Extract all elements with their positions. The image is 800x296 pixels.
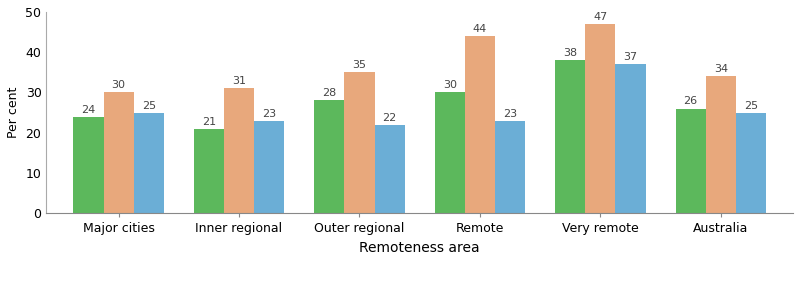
Bar — [314, 100, 345, 213]
Bar — [495, 120, 525, 213]
Text: 44: 44 — [473, 24, 487, 34]
Y-axis label: Per cent: Per cent — [7, 87, 20, 138]
Text: 21: 21 — [202, 117, 216, 127]
Bar — [374, 125, 405, 213]
Bar — [615, 64, 646, 213]
Bar — [194, 129, 224, 213]
Bar — [676, 109, 706, 213]
Bar — [465, 36, 495, 213]
Text: 25: 25 — [744, 101, 758, 110]
Bar — [736, 112, 766, 213]
Text: 23: 23 — [503, 109, 517, 119]
Text: 37: 37 — [623, 52, 638, 62]
Bar — [555, 60, 586, 213]
Bar — [434, 92, 465, 213]
Bar — [254, 120, 284, 213]
Text: 28: 28 — [322, 89, 337, 99]
Bar — [224, 89, 254, 213]
Text: 30: 30 — [443, 81, 457, 90]
Text: 38: 38 — [563, 48, 578, 58]
Text: 22: 22 — [382, 112, 397, 123]
Bar — [134, 112, 164, 213]
Bar — [345, 72, 374, 213]
Text: 35: 35 — [353, 60, 366, 70]
Text: 25: 25 — [142, 101, 156, 110]
Text: 24: 24 — [82, 104, 96, 115]
Text: 23: 23 — [262, 109, 276, 119]
Bar — [103, 92, 134, 213]
Bar — [586, 24, 615, 213]
Text: 26: 26 — [684, 96, 698, 107]
Text: 31: 31 — [232, 76, 246, 86]
Text: 30: 30 — [112, 81, 126, 90]
Text: 47: 47 — [594, 12, 607, 22]
Bar — [706, 76, 736, 213]
Text: 34: 34 — [714, 64, 728, 74]
Bar — [74, 117, 103, 213]
X-axis label: Remoteness area: Remoteness area — [359, 241, 480, 255]
